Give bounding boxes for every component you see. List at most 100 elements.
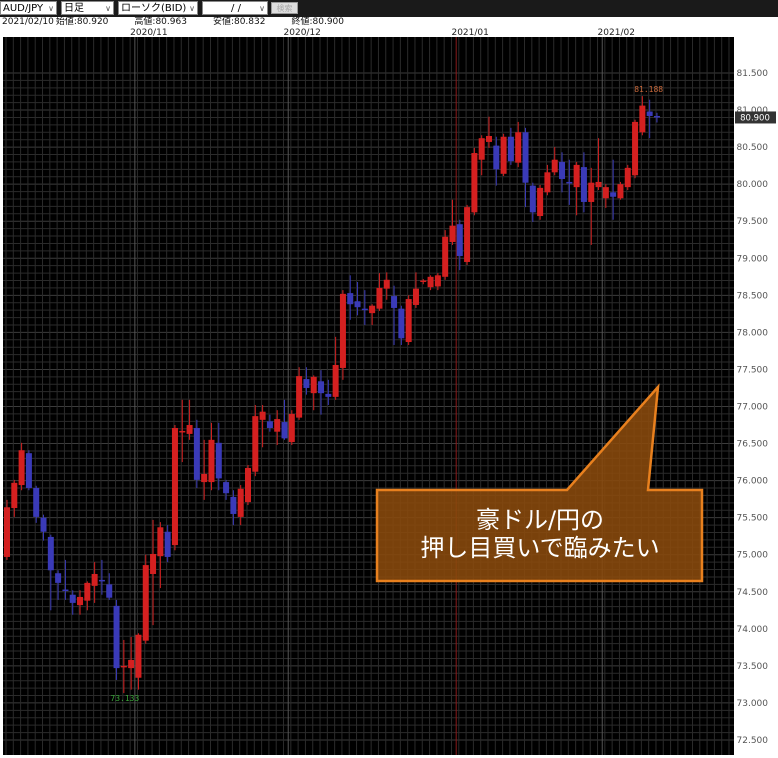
info-open: 始値:80.920 [55,17,109,27]
candle-body [84,582,91,601]
candle-body [493,145,500,170]
candle-body [62,589,69,592]
y-tick-label: 75.000 [737,551,769,561]
callout-text-line1: 豪ドル/円の [476,506,604,534]
candle-body [266,421,273,428]
candle-body [347,293,354,305]
candle-body [551,159,558,173]
candle-body [69,594,76,603]
month-label: 2020/12 [284,28,321,38]
candle-body [296,376,303,418]
candle-body [412,288,419,305]
chevron-down-icon: ∨ [105,4,111,13]
y-tick-label: 78.000 [737,328,769,338]
date-picker[interactable]: / / ∨ [202,1,268,15]
last-price-label: 80.900 [740,113,770,123]
candle-body [354,301,361,308]
candle-body [610,192,617,197]
candle-body [361,308,368,311]
candle-body [91,573,98,586]
callout-text-line2: 押し目買いで臨みたい [420,534,659,562]
candle-body [573,164,580,188]
info-date: 2021/02/10 [2,17,54,27]
candle-body [237,488,244,517]
candle-body [617,184,624,199]
candle-body [40,517,47,532]
candle-body [98,579,105,582]
y-tick-label: 75.500 [737,514,769,524]
candle-body [602,187,609,199]
symbol-select[interactable]: AUD/JPY ∨ [0,1,57,15]
candle-body [456,224,463,257]
y-tick-label: 78.500 [737,291,769,301]
month-label: 2020/11 [130,28,167,38]
candle-body [244,468,251,503]
y-tick-label: 77.000 [737,402,769,412]
candle-body [223,482,230,494]
callout-bubble [375,383,704,583]
low-price-label: 73.133 [110,694,139,703]
candle-body [252,416,259,472]
y-tick-label: 81.500 [737,69,769,79]
chevron-down-icon: ∨ [259,4,265,13]
candle-body [398,308,405,339]
candle-body [120,665,127,668]
candle-body [113,605,120,669]
candle-body [449,225,456,242]
candle-body [427,276,434,288]
y-tick-label: 80.000 [737,180,769,190]
y-tick-label: 76.000 [737,477,769,487]
y-tick-label: 73.500 [737,662,769,672]
candle-body [559,161,566,179]
candle-body [529,185,536,213]
y-tick-label: 73.000 [737,699,769,709]
chevron-down-icon: ∨ [48,4,54,13]
candle-body [471,153,478,213]
candle-body [128,659,135,669]
candle-body [391,296,398,308]
candle-body [478,138,485,160]
candle-body [11,482,18,509]
candle-body [537,187,544,217]
candle-body [639,105,646,133]
month-label: 2021/01 [451,28,488,38]
candle-body [325,393,332,397]
y-tick-label: 77.500 [737,365,769,375]
candle-body [485,135,492,142]
y-tick-label: 74.500 [737,588,769,598]
y-tick-label: 79.000 [737,254,769,264]
candle-body [77,596,84,606]
candle-body [318,381,325,394]
candle-body [25,453,32,489]
candle-body [135,634,142,678]
candle-body [653,115,660,118]
candle-body [274,419,281,432]
chevron-down-icon: ∨ [189,4,195,13]
candle-body [500,136,507,174]
candle-body [157,527,164,557]
candle-body [201,473,208,483]
plot-area [3,37,734,755]
candle-body [142,565,149,641]
info-low: 安値:80.832 [212,17,266,27]
candle-body [507,136,514,162]
candle-body [420,280,427,283]
candle-body [332,364,339,397]
candle-body [464,207,471,262]
candle-body [186,425,193,434]
timeframe-select[interactable]: 日足 ∨ [61,1,114,15]
candle-body [259,411,266,420]
toolbar: AUD/JPY ∨ 日足 ∨ ローソク(BID) ∨ / / ∨ 検索 [0,0,778,17]
y-tick-label: 72.500 [737,736,769,746]
candle-body [230,496,237,514]
chart-type-select[interactable]: ローソク(BID) ∨ [118,1,198,15]
candle-body [369,305,376,314]
candle-body [193,427,200,480]
candle-body [288,413,295,443]
candle-body [405,299,412,343]
candle-body [566,181,573,184]
candle-body [544,172,551,193]
ohlc-info-bar: 2021/02/10 始値:80.920 高値:80.963 安値:80.832 終値:… [2,17,370,28]
search-button[interactable]: 検索 [271,2,298,14]
